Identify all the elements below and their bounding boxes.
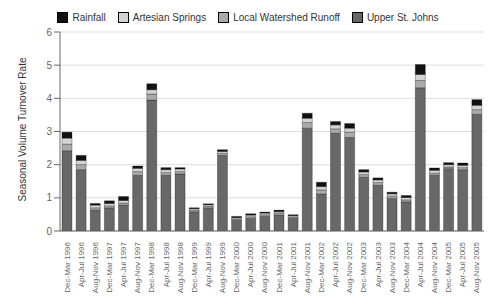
svg-text:Aug-Nov 1998: Aug-Nov 1998 [176, 241, 185, 293]
svg-text:Apr-Jul 2001: Apr-Jul 2001 [289, 241, 298, 287]
html-text:Rainfall: Rainfall [72, 12, 106, 23]
svg-text:Aug-Nov 1996: Aug-Nov 1996 [91, 241, 100, 293]
svg-text:Apr-Jul 1999: Apr-Jul 1999 [204, 241, 213, 287]
html-text:Artesian Springs: Artesian Springs [132, 12, 207, 23]
svg-text:0: 0 [46, 226, 52, 237]
svg-text:Dec-Mar 1996: Dec-Mar 1996 [63, 241, 72, 292]
html-text:Upper St. Johns: Upper St. Johns [366, 12, 439, 23]
svg-text:Aug-Nov 2000: Aug-Nov 2000 [260, 241, 269, 293]
svg-text:Dec-Mar 1999: Dec-Mar 1999 [190, 241, 199, 292]
svg-text:Apr-Jul 2005: Apr-Jul 2005 [458, 241, 467, 287]
svg-text:Dec-Mar 2000: Dec-Mar 2000 [232, 241, 241, 292]
svg-text:Aug-Nov 2005: Aug-Nov 2005 [472, 241, 481, 293]
svg-text:Seasonal Volume Turnover Rate: Seasonal Volume Turnover Rate [17, 57, 28, 201]
svg-text:2: 2 [46, 159, 52, 170]
svg-text:6: 6 [46, 27, 52, 38]
svg-text:Apr-Jul 1998: Apr-Jul 1998 [162, 241, 171, 287]
svg-text:Dec-Mar 2004: Dec-Mar 2004 [402, 241, 411, 292]
svg-text:Dec-Mar 1998: Dec-Mar 1998 [147, 241, 156, 292]
svg-text:Dec-Mar 2002: Dec-Mar 2002 [317, 241, 326, 292]
svg-text:Aug-Nov 2001: Aug-Nov 2001 [303, 241, 312, 293]
svg-text:Apr-Jul 2000: Apr-Jul 2000 [246, 241, 255, 287]
svg-text:Apr-Jul 1996: Apr-Jul 1996 [77, 241, 86, 287]
svg-text:Aug-Nov 2004: Aug-Nov 2004 [430, 241, 439, 293]
svg-text:Dec-Mar 1997: Dec-Mar 1997 [105, 241, 114, 292]
svg-text:Apr-Jul 1997: Apr-Jul 1997 [119, 241, 128, 287]
svg-text:4: 4 [46, 93, 52, 104]
svg-text:Aug-Nov 2002: Aug-Nov 2002 [345, 241, 354, 293]
svg-text:Dec-Mar 2003: Dec-Mar 2003 [359, 241, 368, 292]
svg-text:5: 5 [46, 60, 52, 71]
svg-text:Apr-Jul 2004: Apr-Jul 2004 [416, 241, 425, 287]
svg-text:Aug-Nov 2003: Aug-Nov 2003 [388, 241, 397, 293]
svg-text:Aug-Nov 1997: Aug-Nov 1997 [133, 241, 142, 293]
svg-text:Dec-Mar 2001: Dec-Mar 2001 [275, 241, 284, 292]
svg-text:3: 3 [46, 126, 52, 137]
svg-text:Dec-Mar 2005: Dec-Mar 2005 [444, 241, 453, 292]
html-text:Local Watershed Runoff: Local Watershed Runoff [233, 12, 340, 23]
svg-text:Aug-Nov 1999: Aug-Nov 1999 [218, 241, 227, 293]
svg-text:Apr-Jul 2003: Apr-Jul 2003 [374, 241, 383, 287]
svg-text:Apr-Jul 2002: Apr-Jul 2002 [331, 241, 340, 287]
svg-text:1: 1 [46, 192, 52, 203]
